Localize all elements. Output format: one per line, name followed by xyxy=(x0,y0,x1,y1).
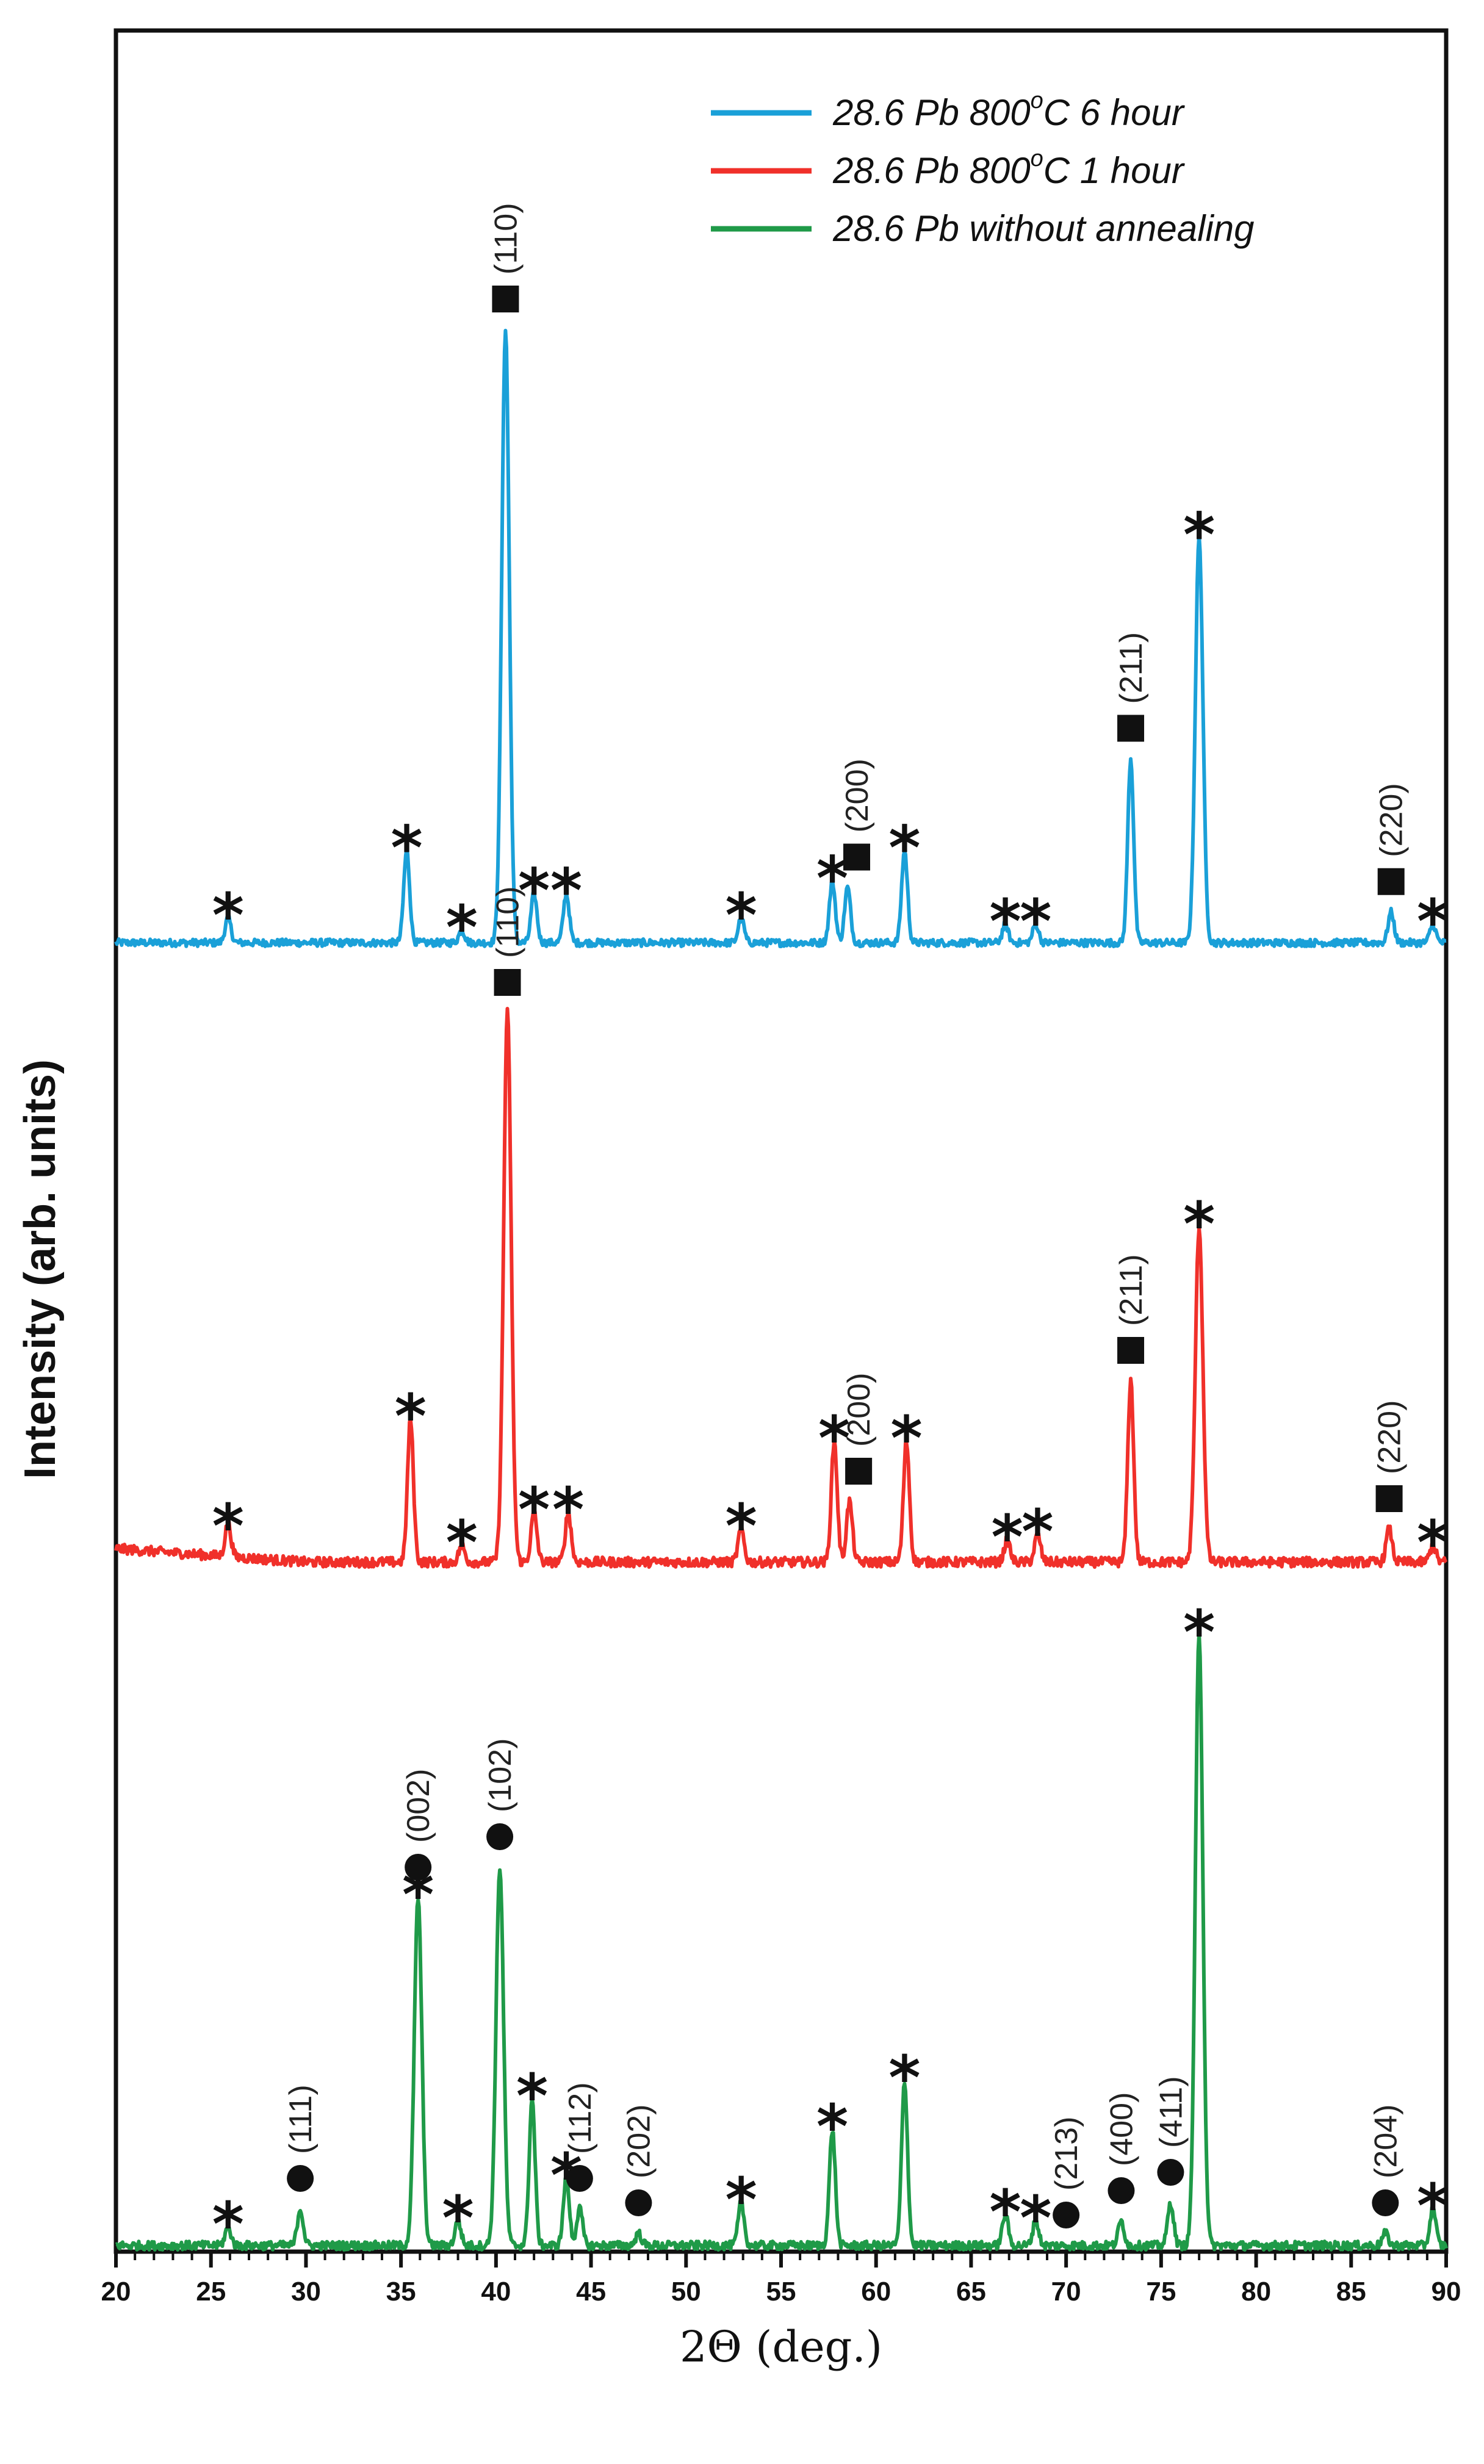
x-axis: 20 25 30 35 40 45 50 55 60 65 70 75 80 85 90 xyxy=(101,2252,1461,2307)
x-tick-label: 35 xyxy=(386,2277,416,2307)
square-marker xyxy=(492,286,519,312)
circle-marker xyxy=(1157,2159,1184,2186)
x-tick-label: 40 xyxy=(481,2277,511,2307)
circle-marker xyxy=(1053,2202,1080,2228)
hkl-label: (110) xyxy=(488,203,524,275)
phase-star-marker: * xyxy=(1417,886,1449,957)
hkl-label: (400) xyxy=(1104,2092,1139,2166)
hkl-label: (102) xyxy=(483,1738,518,1812)
circle-marker xyxy=(1372,2189,1399,2216)
phase-star-marker: * xyxy=(816,2091,848,2163)
square-marker xyxy=(494,969,521,996)
hkl-label: (213) xyxy=(1049,2117,1084,2191)
phase-star-marker: * xyxy=(518,1474,550,1546)
phase-star-marker: * xyxy=(1183,1597,1215,1668)
phase-star-marker: * xyxy=(888,812,920,884)
phase-star-marker: * xyxy=(212,880,244,951)
phase-star-marker: * xyxy=(446,1507,478,1579)
hkl-label: (111) xyxy=(283,2084,319,2154)
circle-marker xyxy=(287,2165,314,2192)
x-axis-title: 2Θ (deg.) xyxy=(680,2322,882,2372)
x-tick-label: 60 xyxy=(861,2277,891,2307)
plot-frame xyxy=(113,28,1449,2254)
phase-star-marker: * xyxy=(991,1502,1023,1573)
circle-marker xyxy=(405,1854,432,1881)
x-tick-label: 30 xyxy=(291,2277,321,2307)
hkl-label: (110) xyxy=(491,886,526,958)
phase-star-marker: * xyxy=(1417,1507,1449,1579)
legend-label-2: 28.6 Pb 800oC 1 hour xyxy=(832,146,1185,191)
hkl-label: (204) xyxy=(1368,2105,1403,2178)
y-axis-title: Intensity (arb. units) xyxy=(16,1059,65,1479)
x-tick-label: 20 xyxy=(101,2277,131,2307)
phase-star-marker: * xyxy=(446,892,478,964)
phase-star-marker: * xyxy=(890,1403,922,1474)
series-line-3 xyxy=(115,1632,1448,2252)
series-line-1 xyxy=(114,328,1447,948)
phase-star-marker: * xyxy=(1183,1189,1215,1260)
phase-star-marker: * xyxy=(725,2164,757,2236)
phase-star-marker: * xyxy=(442,2183,474,2254)
x-tick-label: 70 xyxy=(1051,2277,1081,2307)
series-layer xyxy=(114,328,1448,2252)
circle-marker xyxy=(566,2164,593,2192)
hkl-label: (220) xyxy=(1372,1400,1408,1474)
x-tick-label: 85 xyxy=(1336,2277,1366,2307)
phase-star-marker: * xyxy=(550,856,582,927)
hkl-label: (202) xyxy=(621,2105,657,2178)
phase-star-marker: * xyxy=(816,843,848,914)
phase-star-marker: * xyxy=(552,1474,584,1546)
hkl-label: (211) xyxy=(1114,1254,1149,1326)
phase-star-marker: * xyxy=(888,2042,920,2114)
phase-star-marker: * xyxy=(1417,2170,1449,2242)
phase-star-marker: * xyxy=(516,2061,548,2132)
x-tick-label: 75 xyxy=(1146,2277,1176,2307)
x-tick-label: 65 xyxy=(956,2277,986,2307)
legend-label-3: 28.6 Pb without annealing xyxy=(832,208,1255,249)
phase-star-marker: * xyxy=(725,1491,757,1562)
square-marker xyxy=(1117,715,1145,742)
phase-star-marker: * xyxy=(989,2177,1021,2248)
circle-marker xyxy=(625,2189,652,2216)
phase-star-marker: * xyxy=(1020,2183,1051,2254)
circle-marker xyxy=(486,1823,514,1850)
x-tick-label: 25 xyxy=(196,2277,226,2307)
series-line-2 xyxy=(114,1007,1448,1569)
marker-layer: **** * ** ******** * * ** ********** *******(110… xyxy=(212,203,1449,2260)
hkl-label: (411) xyxy=(1153,2076,1189,2148)
hkl-label: (002) xyxy=(401,1769,436,1843)
legend-label-1: 28.6 Pb 800oC 6 hour xyxy=(832,88,1185,133)
circle-marker xyxy=(1108,2177,1135,2204)
phase-star-marker: * xyxy=(391,812,422,884)
phase-star-marker: * xyxy=(395,1381,427,1452)
phase-star-marker: * xyxy=(212,2189,244,2260)
phase-star-marker: * xyxy=(1183,500,1215,571)
x-tick-label: 55 xyxy=(766,2277,796,2307)
x-tick-label: 45 xyxy=(576,2277,606,2307)
hkl-label: (200) xyxy=(840,758,875,832)
hkl-label: (112) xyxy=(563,2082,598,2154)
phase-star-marker: * xyxy=(989,886,1021,957)
x-tick-label: 50 xyxy=(671,2277,701,2307)
square-marker xyxy=(1377,868,1405,895)
phase-star-marker: * xyxy=(725,880,757,951)
square-marker xyxy=(1117,1337,1145,1364)
phase-star-marker: * xyxy=(1020,886,1051,957)
square-marker xyxy=(845,1457,873,1485)
phase-star-marker: * xyxy=(1021,1496,1053,1568)
x-tick-label: 80 xyxy=(1241,2277,1271,2307)
phase-star-marker: * xyxy=(212,1491,244,1562)
hkl-label: (200) xyxy=(841,1373,877,1447)
x-tick-label: 90 xyxy=(1432,2277,1461,2307)
legend: 28.6 Pb 800oC 6 hour 28.6 Pb 800oC 1 hour… xyxy=(711,88,1255,249)
phase-star-marker: * xyxy=(818,1403,850,1474)
square-marker xyxy=(843,843,870,871)
hkl-label: (220) xyxy=(1374,783,1410,857)
phase-star-marker: * xyxy=(518,856,550,927)
square-marker xyxy=(1375,1485,1403,1512)
hkl-label: (211) xyxy=(1114,632,1149,704)
